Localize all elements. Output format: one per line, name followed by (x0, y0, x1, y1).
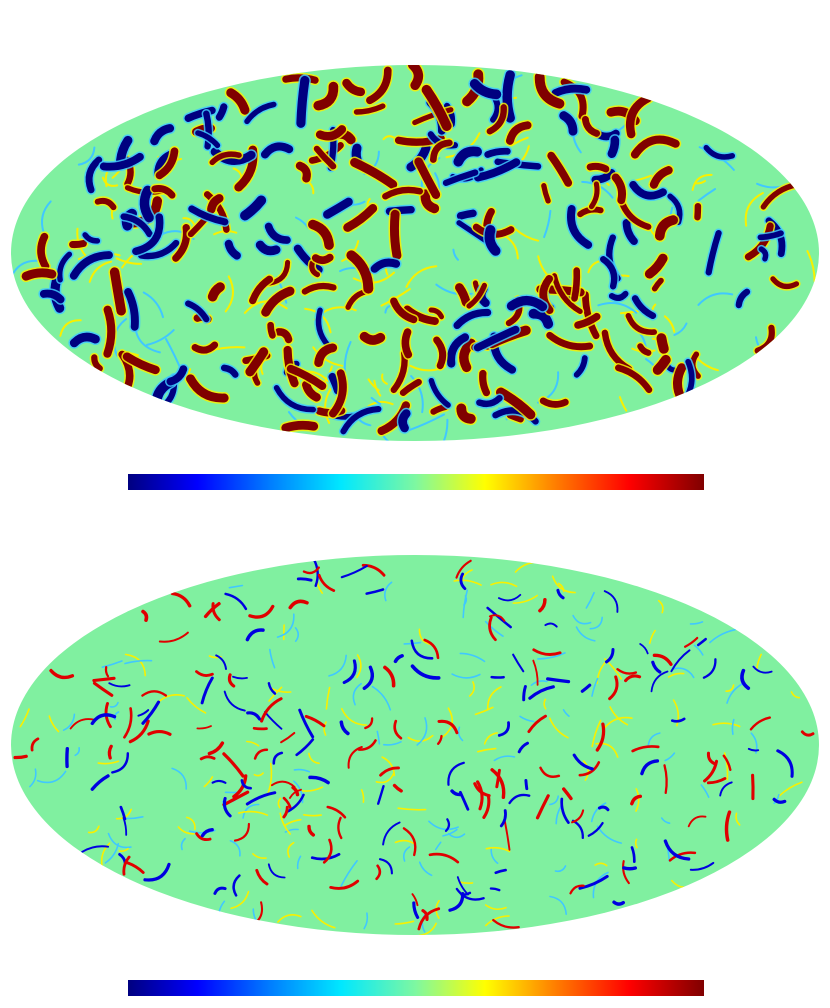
map-field-features (11, 65, 816, 441)
bottom-map-panel (0, 508, 830, 1008)
top-colorbar (128, 474, 704, 490)
map-field-features (13, 558, 815, 935)
bottom-mollweide-map (11, 555, 819, 935)
bottom-colorbar (128, 980, 704, 996)
top-mollweide-map (11, 65, 819, 441)
map-background (11, 555, 819, 935)
top-map-panel (0, 0, 830, 500)
